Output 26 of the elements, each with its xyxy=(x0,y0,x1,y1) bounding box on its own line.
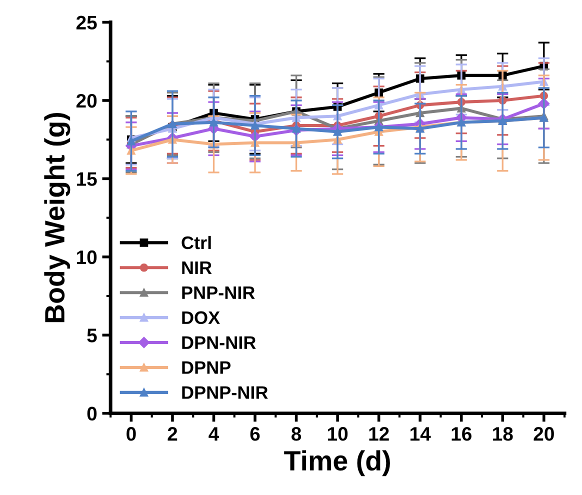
x-tick-label: 8 xyxy=(292,427,302,441)
y-axis-title: Body Weight (g) xyxy=(44,112,70,322)
x-tick-label: 4 xyxy=(208,427,220,441)
x-tick-label: 10 xyxy=(328,427,348,441)
x-tick-label: 0 xyxy=(126,427,136,441)
y-tick-label: 25 xyxy=(76,16,97,30)
legend-label: DPN-NIR xyxy=(182,336,256,349)
y-tick-label: 15 xyxy=(76,172,97,186)
legend-label: Ctrl xyxy=(182,236,211,250)
x-tick-label: 18 xyxy=(493,427,513,441)
y-tick-label: 5 xyxy=(87,328,97,342)
legend-label: DPNP-NIR xyxy=(182,386,268,399)
legend-label: DPNP xyxy=(182,361,231,374)
x-tick-label: 6 xyxy=(250,427,260,441)
x-tick-label: 2 xyxy=(168,427,178,441)
legend-label: NIR xyxy=(182,262,212,274)
x-tick-label: 20 xyxy=(534,427,554,441)
x-axis-title: Time (d) xyxy=(284,450,390,476)
x-tick-label: 12 xyxy=(369,427,389,441)
x-tick-label: 14 xyxy=(410,427,431,441)
legend-label: DOX xyxy=(182,311,220,324)
legend-label: PNP-NIR xyxy=(182,286,255,299)
x-tick-label: 16 xyxy=(452,427,472,441)
y-tick-label: 0 xyxy=(87,406,97,421)
y-tick-label: 10 xyxy=(76,250,97,264)
y-tick-label: 20 xyxy=(76,94,97,108)
